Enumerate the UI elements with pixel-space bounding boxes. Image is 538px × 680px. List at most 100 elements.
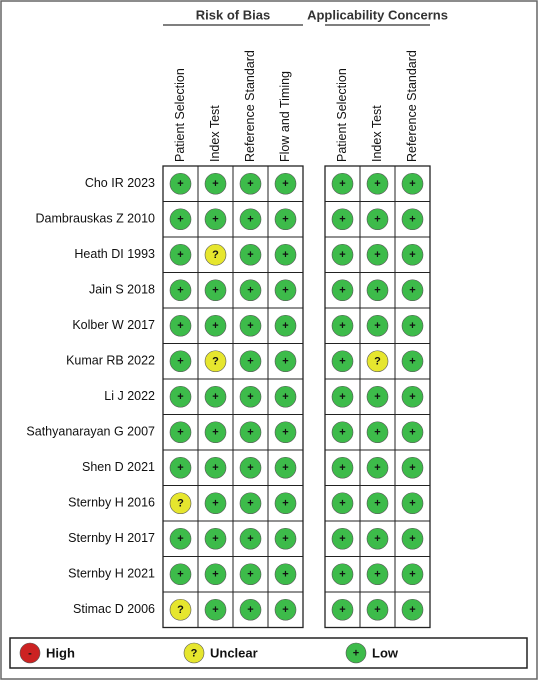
judgment-circle bbox=[274, 421, 297, 444]
judgment-symbol: + bbox=[282, 249, 288, 261]
judgment-symbol: + bbox=[339, 285, 345, 297]
judgment-symbol: + bbox=[409, 356, 415, 368]
judgment-symbol: + bbox=[212, 285, 218, 297]
judgment-symbol: + bbox=[177, 285, 183, 297]
judgment-circle bbox=[204, 563, 227, 586]
judgment-symbol: + bbox=[374, 604, 380, 616]
judgment-symbol: ? bbox=[212, 356, 219, 368]
judgment-circle bbox=[204, 385, 227, 408]
judgment-circle bbox=[401, 598, 424, 621]
judgment-circle bbox=[239, 314, 262, 337]
study-label: Shen D 2021 bbox=[82, 460, 155, 474]
judgment-symbol: + bbox=[282, 391, 288, 403]
judgment-circle bbox=[169, 527, 192, 550]
judgment-circle bbox=[169, 492, 192, 515]
judgment-circle bbox=[274, 492, 297, 515]
judgment-circle bbox=[239, 350, 262, 373]
column-header: Patient Selection bbox=[173, 68, 187, 162]
judgment-symbol: + bbox=[374, 427, 380, 439]
judgment-symbol: + bbox=[177, 533, 183, 545]
judgment-circle bbox=[274, 563, 297, 586]
judgment-symbol: + bbox=[339, 569, 345, 581]
judgment-symbol: + bbox=[339, 178, 345, 190]
judgment-symbol: + bbox=[409, 604, 415, 616]
judgment-symbol: + bbox=[409, 498, 415, 510]
judgment-circle bbox=[239, 456, 262, 479]
judgment-circle bbox=[169, 598, 192, 621]
column-header: Reference Standard bbox=[243, 50, 257, 162]
judgment-circle bbox=[169, 350, 192, 373]
judgment-circle bbox=[331, 350, 354, 373]
legend-symbol: ? bbox=[191, 647, 198, 659]
judgment-circle bbox=[331, 172, 354, 195]
judgment-circle bbox=[366, 492, 389, 515]
study-label: Heath DI 1993 bbox=[74, 247, 155, 261]
judgment-symbol: + bbox=[212, 498, 218, 510]
column-header: Patient Selection bbox=[335, 68, 349, 162]
judgment-circle bbox=[274, 527, 297, 550]
judgment-symbol: + bbox=[282, 498, 288, 510]
judgment-symbol: + bbox=[247, 604, 253, 616]
judgment-symbol: + bbox=[177, 178, 183, 190]
judgment-symbol: + bbox=[212, 214, 218, 226]
study-label: Cho IR 2023 bbox=[85, 176, 155, 190]
judgment-symbol: + bbox=[247, 356, 253, 368]
legend-circle bbox=[183, 642, 205, 664]
judgment-symbol: + bbox=[374, 533, 380, 545]
judgment-symbol: + bbox=[212, 604, 218, 616]
judgment-circle bbox=[331, 598, 354, 621]
judgment-symbol: + bbox=[282, 320, 288, 332]
judgment-circle bbox=[331, 456, 354, 479]
judgment-circle bbox=[401, 314, 424, 337]
judgment-circle bbox=[239, 243, 262, 266]
judgment-symbol: + bbox=[339, 249, 345, 261]
judgment-circle bbox=[274, 598, 297, 621]
judgment-circle bbox=[366, 456, 389, 479]
judgment-symbol: + bbox=[374, 498, 380, 510]
judgment-symbol: ? bbox=[177, 604, 184, 616]
judgment-symbol: + bbox=[247, 569, 253, 581]
judgment-circle bbox=[331, 421, 354, 444]
judgment-circle bbox=[204, 492, 227, 515]
judgment-circle bbox=[239, 527, 262, 550]
group-title: Risk of Bias bbox=[196, 7, 270, 22]
judgment-symbol: + bbox=[247, 498, 253, 510]
judgment-symbol: + bbox=[374, 391, 380, 403]
judgment-circle bbox=[366, 527, 389, 550]
judgment-circle bbox=[366, 172, 389, 195]
judgment-symbol: + bbox=[177, 569, 183, 581]
judgment-symbol: + bbox=[409, 178, 415, 190]
judgment-circle bbox=[204, 527, 227, 550]
judgment-circle bbox=[401, 172, 424, 195]
judgment-circle bbox=[401, 208, 424, 231]
judgment-circle bbox=[401, 527, 424, 550]
study-label: Stimac D 2006 bbox=[73, 602, 155, 616]
column-header: Index Test bbox=[370, 105, 384, 162]
judgment-circle bbox=[274, 350, 297, 373]
judgment-circle bbox=[204, 243, 227, 266]
judgment-circle bbox=[401, 279, 424, 302]
judgment-circle bbox=[331, 527, 354, 550]
study-label: Jain S 2018 bbox=[89, 283, 155, 297]
judgment-symbol: + bbox=[212, 569, 218, 581]
study-label: Sternby H 2021 bbox=[68, 567, 155, 581]
judgment-symbol: + bbox=[374, 178, 380, 190]
judgment-symbol: + bbox=[282, 569, 288, 581]
judgment-circle bbox=[401, 492, 424, 515]
judgment-symbol: + bbox=[247, 427, 253, 439]
judgment-symbol: ? bbox=[374, 356, 381, 368]
judgment-symbol: + bbox=[339, 604, 345, 616]
judgment-circle bbox=[169, 314, 192, 337]
legend-symbol: + bbox=[353, 647, 359, 659]
judgment-symbol: + bbox=[409, 569, 415, 581]
judgment-symbol: + bbox=[177, 427, 183, 439]
judgment-circle bbox=[239, 598, 262, 621]
judgment-symbol: + bbox=[247, 214, 253, 226]
judgment-circle bbox=[204, 350, 227, 373]
judgment-circle bbox=[401, 385, 424, 408]
judgment-circle bbox=[204, 314, 227, 337]
judgment-symbol: + bbox=[247, 533, 253, 545]
judgment-symbol: + bbox=[177, 214, 183, 226]
judgment-symbol: + bbox=[247, 249, 253, 261]
